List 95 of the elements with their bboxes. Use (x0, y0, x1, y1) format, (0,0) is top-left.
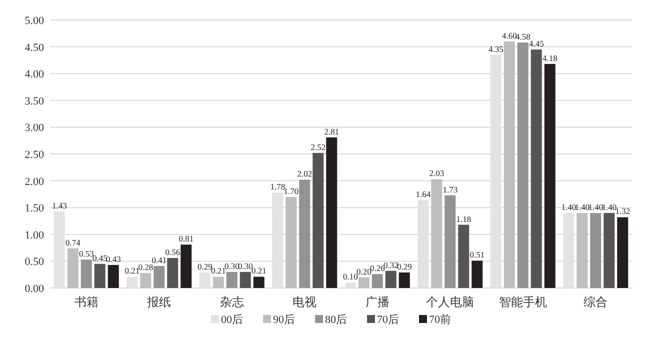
data-label: 0.10 (342, 272, 358, 282)
data-label: 0.26 (370, 263, 385, 274)
data-label: 4.58 (515, 32, 530, 42)
data-label: 0.53 (78, 248, 94, 259)
data-label: 2.52 (310, 142, 326, 152)
bar (299, 180, 310, 288)
data-label: 2.03 (429, 168, 444, 178)
bar (398, 272, 410, 288)
legend-label: 80后 (325, 313, 347, 326)
bar (358, 277, 370, 288)
data-label: 0.21 (251, 266, 266, 276)
data-label: 0.41 (152, 255, 167, 266)
data-label: 0.32 (383, 260, 398, 270)
x-tick-label: 广播 (365, 295, 390, 309)
data-label: 1.78 (270, 182, 286, 192)
data-label: 1.40 (602, 202, 617, 212)
data-label: 1.64 (416, 189, 432, 200)
y-tick-label: 1.50 (24, 202, 44, 215)
y-tick-label: 4.00 (24, 68, 44, 81)
bar (385, 270, 396, 288)
bar (472, 260, 483, 288)
y-tick-label: 1.00 (24, 229, 44, 242)
data-label: 1.40 (574, 202, 590, 212)
bar (226, 272, 238, 288)
bar (576, 212, 588, 288)
bar (167, 258, 178, 288)
data-label: 2.02 (297, 168, 312, 179)
bar (140, 272, 152, 288)
data-label: 0.74 (65, 237, 82, 248)
data-label: 4.45 (528, 38, 544, 48)
data-label: 0.20 (356, 266, 372, 276)
data-label: 1.40 (561, 202, 576, 212)
bar (617, 217, 628, 288)
y-tick-label: 0.50 (24, 256, 44, 268)
data-label: 1.40 (588, 202, 604, 212)
data-label: 0.30 (238, 260, 253, 271)
data-label: 4.18 (542, 52, 558, 63)
bar (326, 137, 338, 288)
bar (67, 248, 78, 288)
bar (544, 64, 556, 288)
y-tick-label: 3.50 (24, 95, 44, 108)
x-tick-label: 智能手机 (498, 295, 547, 309)
bar (590, 212, 602, 288)
bar (180, 244, 192, 288)
bar (108, 264, 119, 288)
legend-label: 00后 (221, 313, 243, 326)
bar (94, 264, 106, 288)
y-tick-label: 5.00 (24, 15, 44, 27)
y-tick-label: 2.00 (24, 176, 44, 188)
bar (530, 49, 542, 288)
bar (312, 152, 324, 288)
data-label: 0.29 (197, 261, 212, 272)
y-tick-label: 3.00 (24, 122, 44, 134)
data-label: 0.51 (470, 250, 485, 260)
data-label: 1.70 (284, 186, 299, 196)
data-label: 0.21 (124, 266, 140, 276)
data-label: 0.29 (396, 261, 412, 272)
bar (286, 196, 297, 288)
bar (604, 212, 615, 288)
x-tick-label: 书籍 (74, 295, 98, 309)
x-tick-label: 报纸 (146, 295, 172, 309)
bar (253, 276, 264, 288)
data-label: 0.45 (92, 252, 108, 263)
x-tick-label: 电视 (292, 295, 317, 309)
data-label: 1.43 (52, 200, 67, 210)
data-label: 1.32 (615, 206, 630, 216)
bar (80, 260, 92, 288)
legend-label: 90后 (273, 313, 295, 326)
legend-label: 70后 (377, 313, 399, 326)
data-label: 1.18 (456, 214, 472, 224)
bar (458, 224, 470, 288)
bar (444, 195, 456, 288)
y-tick-label: 2.50 (24, 149, 44, 161)
data-label: 0.81 (178, 234, 194, 244)
y-tick-label: 0.00 (24, 283, 44, 295)
data-label: 1.73 (442, 184, 458, 194)
bar (372, 274, 383, 288)
data-label: 0.56 (165, 246, 180, 257)
data-label: 0.43 (106, 254, 121, 264)
bar (154, 266, 165, 288)
data-label: 2.81 (324, 126, 340, 136)
x-tick-label: 综合 (584, 295, 608, 309)
data-label: 4.35 (488, 44, 504, 54)
y-tick-label: 4.50 (24, 42, 44, 54)
legend-label: 70前 (429, 314, 451, 326)
bar (517, 42, 528, 288)
bar (431, 179, 442, 288)
data-label: 4.60 (502, 30, 517, 40)
data-label: 0.21 (210, 266, 226, 276)
data-label: 0.28 (138, 262, 154, 272)
x-tick-label: 个人电脑 (426, 295, 474, 309)
bar (240, 272, 251, 288)
x-tick-label: 杂志 (220, 295, 244, 309)
bar (212, 276, 224, 288)
bar (504, 41, 515, 288)
